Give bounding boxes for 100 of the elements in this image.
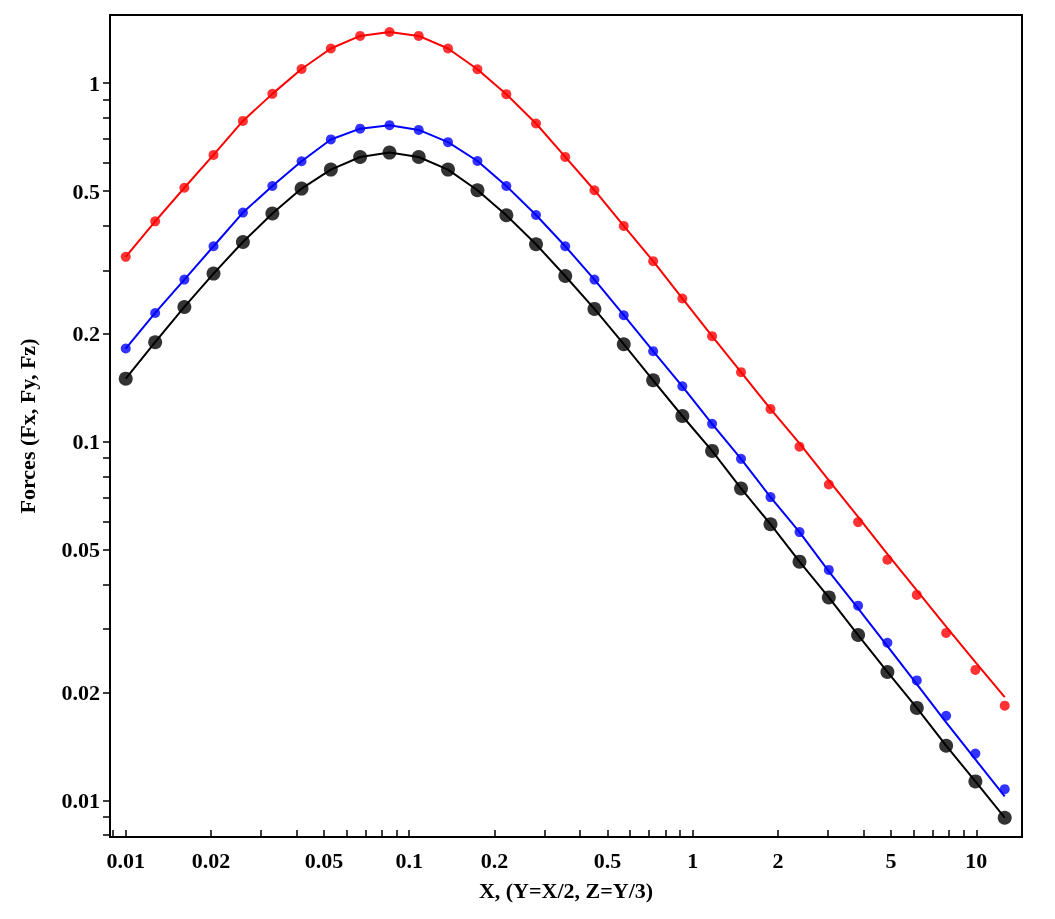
point [296,63,307,74]
point [443,43,453,54]
point [765,403,776,414]
point [237,115,248,126]
point [646,373,661,388]
point [970,748,981,759]
point [821,590,836,605]
point [208,241,219,252]
point [472,155,483,166]
point [558,268,573,283]
x-tick-label: 0.02 [191,847,231,873]
point [736,453,747,464]
point [707,418,718,429]
point [501,89,512,100]
point [794,441,805,452]
point [235,234,250,249]
x-tick-label: 0.2 [480,847,509,873]
point [589,185,600,196]
point [325,134,336,145]
point [531,210,542,221]
point [823,479,834,490]
point [763,517,778,532]
point [560,241,571,252]
point [208,149,219,160]
y-tick-label: 1 [89,70,100,96]
point [705,443,720,458]
point [648,256,659,267]
point [501,180,512,191]
point [677,381,688,392]
point [323,162,338,177]
point [267,88,278,99]
point [413,30,424,41]
point [939,738,954,753]
point [707,331,718,342]
point [823,564,834,575]
x-tick-label: 0.05 [304,847,344,873]
point [294,181,309,196]
point [118,371,133,386]
point [384,26,395,37]
point [296,156,307,167]
point [499,208,514,223]
point [265,206,280,221]
point [677,293,688,304]
x-tick-label: 1 [687,847,699,873]
point [853,517,864,528]
point [148,335,163,350]
point [941,627,952,638]
point [968,774,983,789]
x-tick-label: 0.1 [395,847,423,873]
y-axis-title: Forces (Fx, Fy, Fz) [14,338,40,514]
point [355,30,366,41]
y-tick-label: 0.02 [61,679,100,705]
point [911,675,922,686]
x-tick-label: 0.01 [106,847,145,873]
point [325,43,336,54]
point [531,118,542,129]
point [470,183,485,198]
point [472,64,483,75]
point [675,409,690,423]
x-tick-label: 2 [772,847,784,873]
point [179,274,190,285]
y-tick-label: 0.5 [72,178,100,204]
y-tick-label: 0.01 [61,787,100,813]
point [999,784,1010,795]
point [267,180,278,191]
y-tick-label: 0.1 [72,429,100,455]
point [179,182,190,193]
point [120,251,131,262]
point [150,216,161,227]
point [237,207,248,218]
point [911,589,922,600]
point [441,162,455,177]
point [734,481,749,496]
y-tick-label: 0.2 [72,321,100,347]
point [618,310,629,321]
point [589,274,600,285]
x-tick-label: 0.5 [593,847,622,873]
point [851,628,866,643]
point [616,337,631,352]
point [970,664,981,675]
point [382,145,397,160]
point [413,124,424,135]
point [384,120,395,131]
point [792,554,807,569]
point [736,367,747,378]
point [353,149,368,164]
point [560,151,571,162]
point [355,123,366,134]
point [941,710,952,721]
point [411,149,426,164]
x-tick-label: 10 [965,847,988,873]
point [587,301,602,316]
point [794,527,805,538]
point [882,637,893,648]
point [880,664,895,679]
point [150,307,161,318]
point [618,220,629,231]
point [909,700,924,715]
x-axis-title: X, (Y=X/2, Z=Y/3) [478,877,654,903]
point [529,237,544,252]
